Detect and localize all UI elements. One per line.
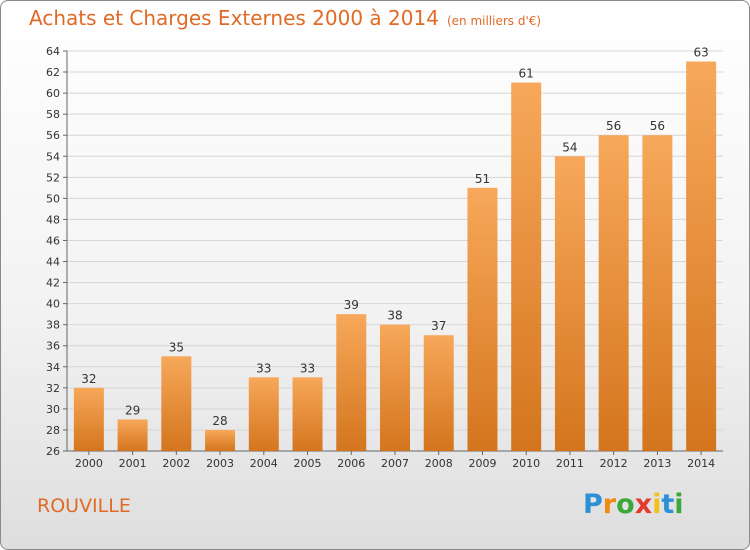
logo-letter: P [583,489,603,520]
data-label-2000: 32 [81,372,96,386]
y-tick-label: 36 [46,340,60,353]
bar-2002 [161,356,192,451]
data-label-2007: 38 [387,309,402,323]
data-label-2014: 63 [693,46,708,60]
x-tick-label-2009: 2009 [468,457,496,470]
y-tick-label: 40 [46,298,60,311]
data-label-2010: 61 [519,67,534,81]
y-tick-label: 56 [46,129,60,142]
y-tick-label: 62 [46,66,60,79]
y-tick-label: 50 [46,192,60,205]
logo-letter: r [602,489,617,520]
y-tick-label: 48 [46,213,60,226]
data-label-2011: 54 [562,140,577,154]
data-label-2004: 33 [256,361,271,375]
bar-2001 [117,419,148,451]
bar-2013 [642,135,673,452]
x-tick-label-2013: 2013 [643,457,671,470]
data-label-2002: 35 [169,340,184,354]
x-tick-label-2012: 2012 [600,457,628,470]
x-tick-label-2006: 2006 [337,457,365,470]
x-tick-labels: 2000 2001 2002 2003 2004 2005 2006 2007 2008 2009… [75,457,715,470]
data-label-2003: 28 [212,414,227,428]
y-tick-label: 64 [46,45,60,58]
data-label-2005: 33 [300,361,315,375]
bar-2006 [336,314,367,451]
y-tick-labels: 26 28 30 32 34 36 38 40 42 44 46 48 50 52 54 56 58 60 62 64 [46,45,60,458]
data-label-2012: 56 [606,119,621,133]
data-label-2006: 39 [344,298,359,312]
x-tick-label-2007: 2007 [381,457,409,470]
x-tick-label-2003: 2003 [206,457,234,470]
x-tick-label-2001: 2001 [119,457,147,470]
y-tick-label: 58 [46,108,60,121]
data-labels: 32 29 35 28 33 33 39 38 37 51 61 54 56 56 63 [81,46,709,428]
y-tick-label: 28 [46,424,60,437]
logo-letter: x [634,489,653,520]
bar-2014 [686,61,717,452]
x-tick-label-2010: 2010 [512,457,540,470]
data-label-2001: 29 [125,403,140,417]
data-label-2013: 56 [650,119,665,133]
bar-2012 [598,135,629,452]
proxiti-logo: Proxiti [583,489,684,520]
y-tick-label: 46 [46,234,60,247]
data-label-2008: 37 [431,319,446,333]
bar-2005 [292,377,323,451]
x-tick-label-2008: 2008 [425,457,453,470]
bar-2000 [73,387,104,451]
bar-2003 [205,429,236,451]
y-tick-label: 34 [46,361,60,374]
logo-letter: o [616,489,635,520]
bar-2011 [554,156,585,451]
bar-2010 [511,82,542,451]
y-tick-label: 30 [46,403,60,416]
logo-letter: t [661,489,675,520]
y-tick-label: 38 [46,319,60,332]
bar-2007 [380,324,410,451]
bar-2004 [248,377,279,451]
y-tick-label: 44 [46,256,60,269]
chart-title-text: Achats et Charges Externes 2000 à 2014 [29,6,439,30]
bars [73,61,717,452]
y-tick-label: 60 [46,87,60,100]
x-tick-label-2004: 2004 [250,457,278,470]
chart-subtitle: (en milliers d'€) [446,14,542,28]
y-tick-label: 52 [46,171,60,184]
x-tick-label-2002: 2002 [162,457,190,470]
x-tick-label-2000: 2000 [75,457,103,470]
logo-letter: i [674,489,684,520]
commune-name: ROUVILLE [37,495,131,517]
y-tick-label: 42 [46,277,60,290]
y-tick-label: 32 [46,382,60,395]
x-tick-label-2005: 2005 [294,457,322,470]
y-tick-label: 26 [46,445,60,458]
x-tick-label-2011: 2011 [556,457,584,470]
bar-2009 [467,187,498,451]
chart-title: Achats et Charges Externes 2000 à 2014 (e… [29,6,541,30]
bar-2008 [423,335,454,451]
logo-letter: i [652,489,662,520]
y-tick-label: 54 [46,150,60,163]
data-label-2009: 51 [475,172,490,186]
x-tick-label-2014: 2014 [687,457,715,470]
